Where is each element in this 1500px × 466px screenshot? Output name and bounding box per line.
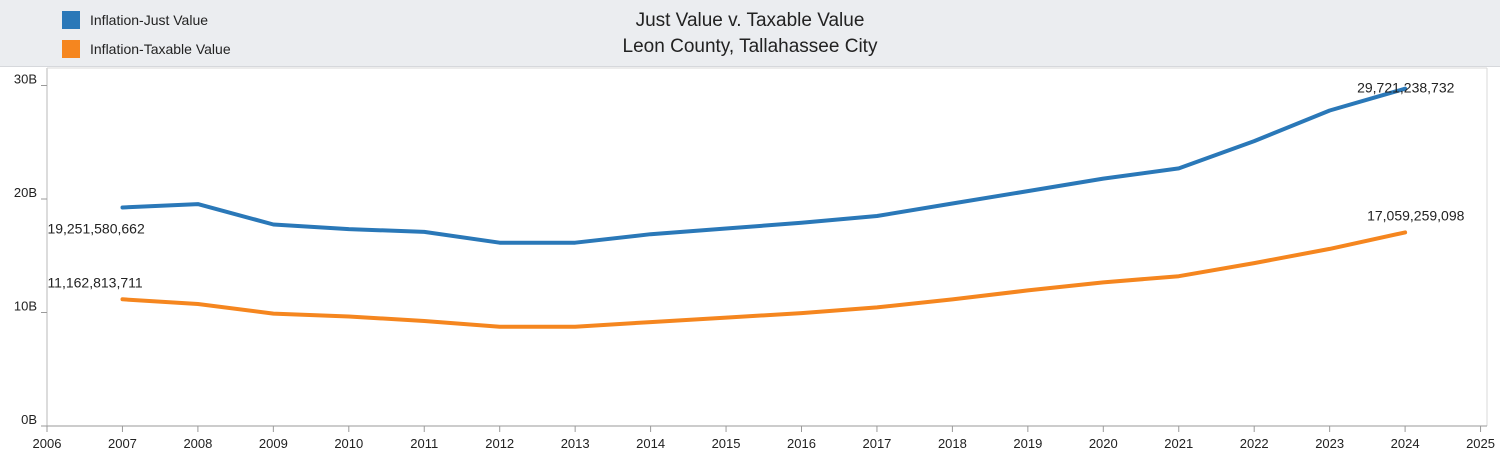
data-label: 19,251,580,662 bbox=[47, 220, 145, 236]
x-tick-label: 2025 bbox=[1466, 436, 1495, 451]
x-tick-label: 2023 bbox=[1315, 436, 1344, 451]
data-label: 17,059,259,098 bbox=[1367, 207, 1465, 223]
series-line-taxable-value bbox=[120, 230, 1408, 329]
chart-header: Inflation-Just Value Inflation-Taxable V… bbox=[0, 0, 1500, 67]
x-tick-label: 2017 bbox=[862, 436, 891, 451]
x-tick-label: 2020 bbox=[1089, 436, 1118, 451]
x-tick-label: 2007 bbox=[108, 436, 137, 451]
x-tick-label: 2011 bbox=[410, 436, 438, 451]
chart-subtitle: Leon County, Tallahassee City bbox=[622, 36, 878, 57]
x-tick-label: 2009 bbox=[259, 436, 288, 451]
x-tick-label: 2015 bbox=[712, 436, 741, 451]
legend-label-taxable-value: Inflation-Taxable Value bbox=[90, 41, 231, 57]
x-tick-label: 2013 bbox=[561, 436, 590, 451]
y-tick-label: 30B bbox=[14, 72, 37, 87]
series-line-just-value bbox=[120, 86, 1408, 245]
x-tick-label: 2018 bbox=[938, 436, 967, 451]
x-tick-label: 2022 bbox=[1240, 436, 1269, 451]
line-chart: 0B 10B 20B 30B 2006 2007 2008 2009 2010 2011 2012 2… bbox=[14, 67, 1495, 451]
x-tick-label: 2019 bbox=[1013, 436, 1042, 451]
x-tick-label: 2021 bbox=[1164, 436, 1193, 451]
legend-item-just-value: Inflation-Just Value bbox=[62, 10, 208, 30]
x-tick-label: 2008 bbox=[183, 436, 212, 451]
x-tick-label: 2006 bbox=[33, 436, 62, 451]
x-tick-label: 2024 bbox=[1391, 436, 1420, 451]
y-tick-label: 10B bbox=[14, 299, 37, 314]
data-label: 29,721,238,732 bbox=[1357, 80, 1455, 96]
chart-title: Just Value v. Taxable Value bbox=[635, 10, 865, 31]
x-tick-label: 2010 bbox=[334, 436, 363, 451]
y-tick-label: 20B bbox=[14, 185, 37, 200]
y-tick-label: 0B bbox=[21, 412, 37, 427]
legend-swatch-taxable-value bbox=[62, 40, 80, 58]
legend-label-just-value: Inflation-Just Value bbox=[90, 12, 209, 28]
x-tick-label: 2014 bbox=[636, 436, 665, 451]
data-label: 11,162,813,711 bbox=[47, 274, 142, 290]
x-tick-label: 2016 bbox=[787, 436, 816, 451]
legend-swatch-just-value bbox=[62, 11, 80, 29]
x-tick-label: 2012 bbox=[485, 436, 514, 451]
legend-item-taxable-value: Inflation-Taxable Value bbox=[62, 39, 231, 59]
